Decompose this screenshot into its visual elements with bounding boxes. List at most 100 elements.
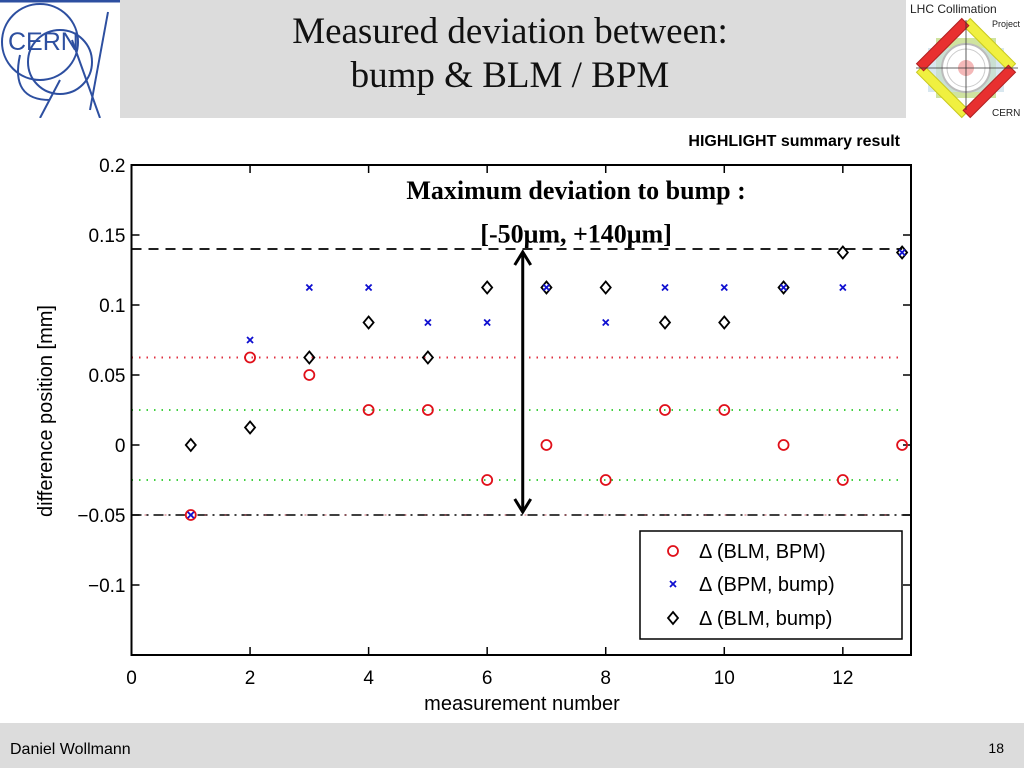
data-point [836,245,850,260]
data-point [480,280,494,295]
data-point [658,315,672,330]
data-point [720,283,728,292]
series-blm-bump [184,245,909,453]
y-axis-label: difference position [mm] [35,305,57,517]
x-marker-stroke [779,283,788,292]
data-point [421,404,434,416]
highlight-label: HIGHLIGHT summary result [688,133,900,150]
x-tick-label: 0 [126,668,137,689]
legend-label-blm-bpm: Δ (BLM, BPM) [699,541,826,563]
data-point [895,245,909,260]
data-point [836,474,849,486]
data-point [599,280,612,295]
data-point [483,318,491,327]
y-tick-label: 0.15 [89,226,126,247]
lhc-logo-title: LHC Collimation [910,2,997,16]
series-blm-bpm [184,351,909,521]
deviation-chart: 0.2 0.15 0.1 0.05 0 −0.05 −0.1 0 2 4 6 8 10 12 measu… [35,156,912,715]
legend-marker-bpm-bump [669,580,677,588]
data-point [602,318,610,327]
x-marker-stroke [305,283,313,292]
data-point [839,283,847,292]
x-axis-ticks: 0 2 4 6 8 10 12 [126,165,853,689]
data-point [305,283,313,292]
x-marker-stroke [602,318,610,327]
lhc-collimation-logo: LHC Collimation Project CERN [906,0,1024,122]
data-point [424,318,432,327]
legend: Δ (BLM, BPM) Δ (BPM, bump) Δ (BLM, bump) [639,530,903,640]
data-point [481,474,494,486]
data-point [779,283,788,292]
data-point [540,439,553,451]
slide-title-line1: Measured deviation between: [292,11,728,52]
x-tick-label: 10 [714,668,735,689]
legend-box [639,530,903,640]
data-point [896,439,909,451]
data-point [542,283,551,292]
x-marker-stroke [364,283,373,292]
data-point [599,474,612,486]
data-point [777,439,790,451]
x-marker-stroke [661,283,669,292]
x-tick-label: 12 [832,668,853,689]
y-tick-label: 0.05 [89,366,126,387]
cern-logo-text: CERN [8,28,79,56]
x-axis-label: measurement number [424,693,620,715]
series-bpm-bump [187,248,906,519]
data-point [661,283,669,292]
arrow-head-down [513,498,533,515]
plot-frame [130,164,912,656]
data-point [540,280,553,295]
arrow-head-up [513,249,533,266]
lhc-logo-footer: CERN [992,108,1020,119]
data-point [659,404,671,416]
data-point [364,283,373,292]
x-marker-stroke [720,283,728,292]
y-tick-label: 0.2 [99,156,125,177]
legend-label-blm-bump: Δ (BLM, bump) [699,608,832,630]
x-tick-label: 6 [482,668,493,689]
data-point [777,280,790,295]
x-marker-stroke [187,511,195,519]
data-point [303,369,316,381]
x-marker-stroke [483,318,491,327]
data-point [246,336,254,344]
data-point [362,315,375,330]
cern-logo: CERN [0,0,120,118]
slide-title: Measured deviation between: bump & BLM /… [240,10,780,98]
footer-band [0,723,1024,768]
data-point [718,404,731,416]
data-point [244,351,256,364]
data-point [718,315,731,330]
reference-lines [131,248,911,516]
x-marker-stroke [424,318,432,327]
page-number: 18 [988,740,1004,756]
x-marker-stroke [898,248,906,257]
data-point [898,248,906,257]
x-marker-stroke [839,283,847,292]
data-point [184,437,197,453]
deviation-arrow [513,249,533,515]
x-marker-stroke [246,336,254,344]
data-points [184,245,909,521]
slide-title-line2: bump & BLM / BPM [350,55,670,96]
y-tick-label: −0.1 [88,576,126,597]
x-marker-stroke [669,580,677,588]
x-marker-stroke [542,283,551,292]
x-tick-label: 4 [363,668,374,689]
y-tick-label: −0.05 [77,506,125,527]
y-tick-label: 0.1 [99,296,125,317]
lhc-logo-subtitle: Project [992,19,1021,29]
x-tick-label: 2 [245,668,256,689]
data-point [362,404,375,416]
data-point [243,420,257,435]
data-point [421,350,435,365]
y-tick-label: 0 [115,436,126,457]
plot-area-border [130,164,912,656]
header-band [120,0,906,118]
x-tick-label: 8 [600,668,611,689]
data-point [303,350,316,365]
data-point [187,511,195,519]
annotation-line2: [-50μm, +140μm] [480,220,672,249]
legend-label-bpm-bump: Δ (BPM, bump) [699,574,835,596]
